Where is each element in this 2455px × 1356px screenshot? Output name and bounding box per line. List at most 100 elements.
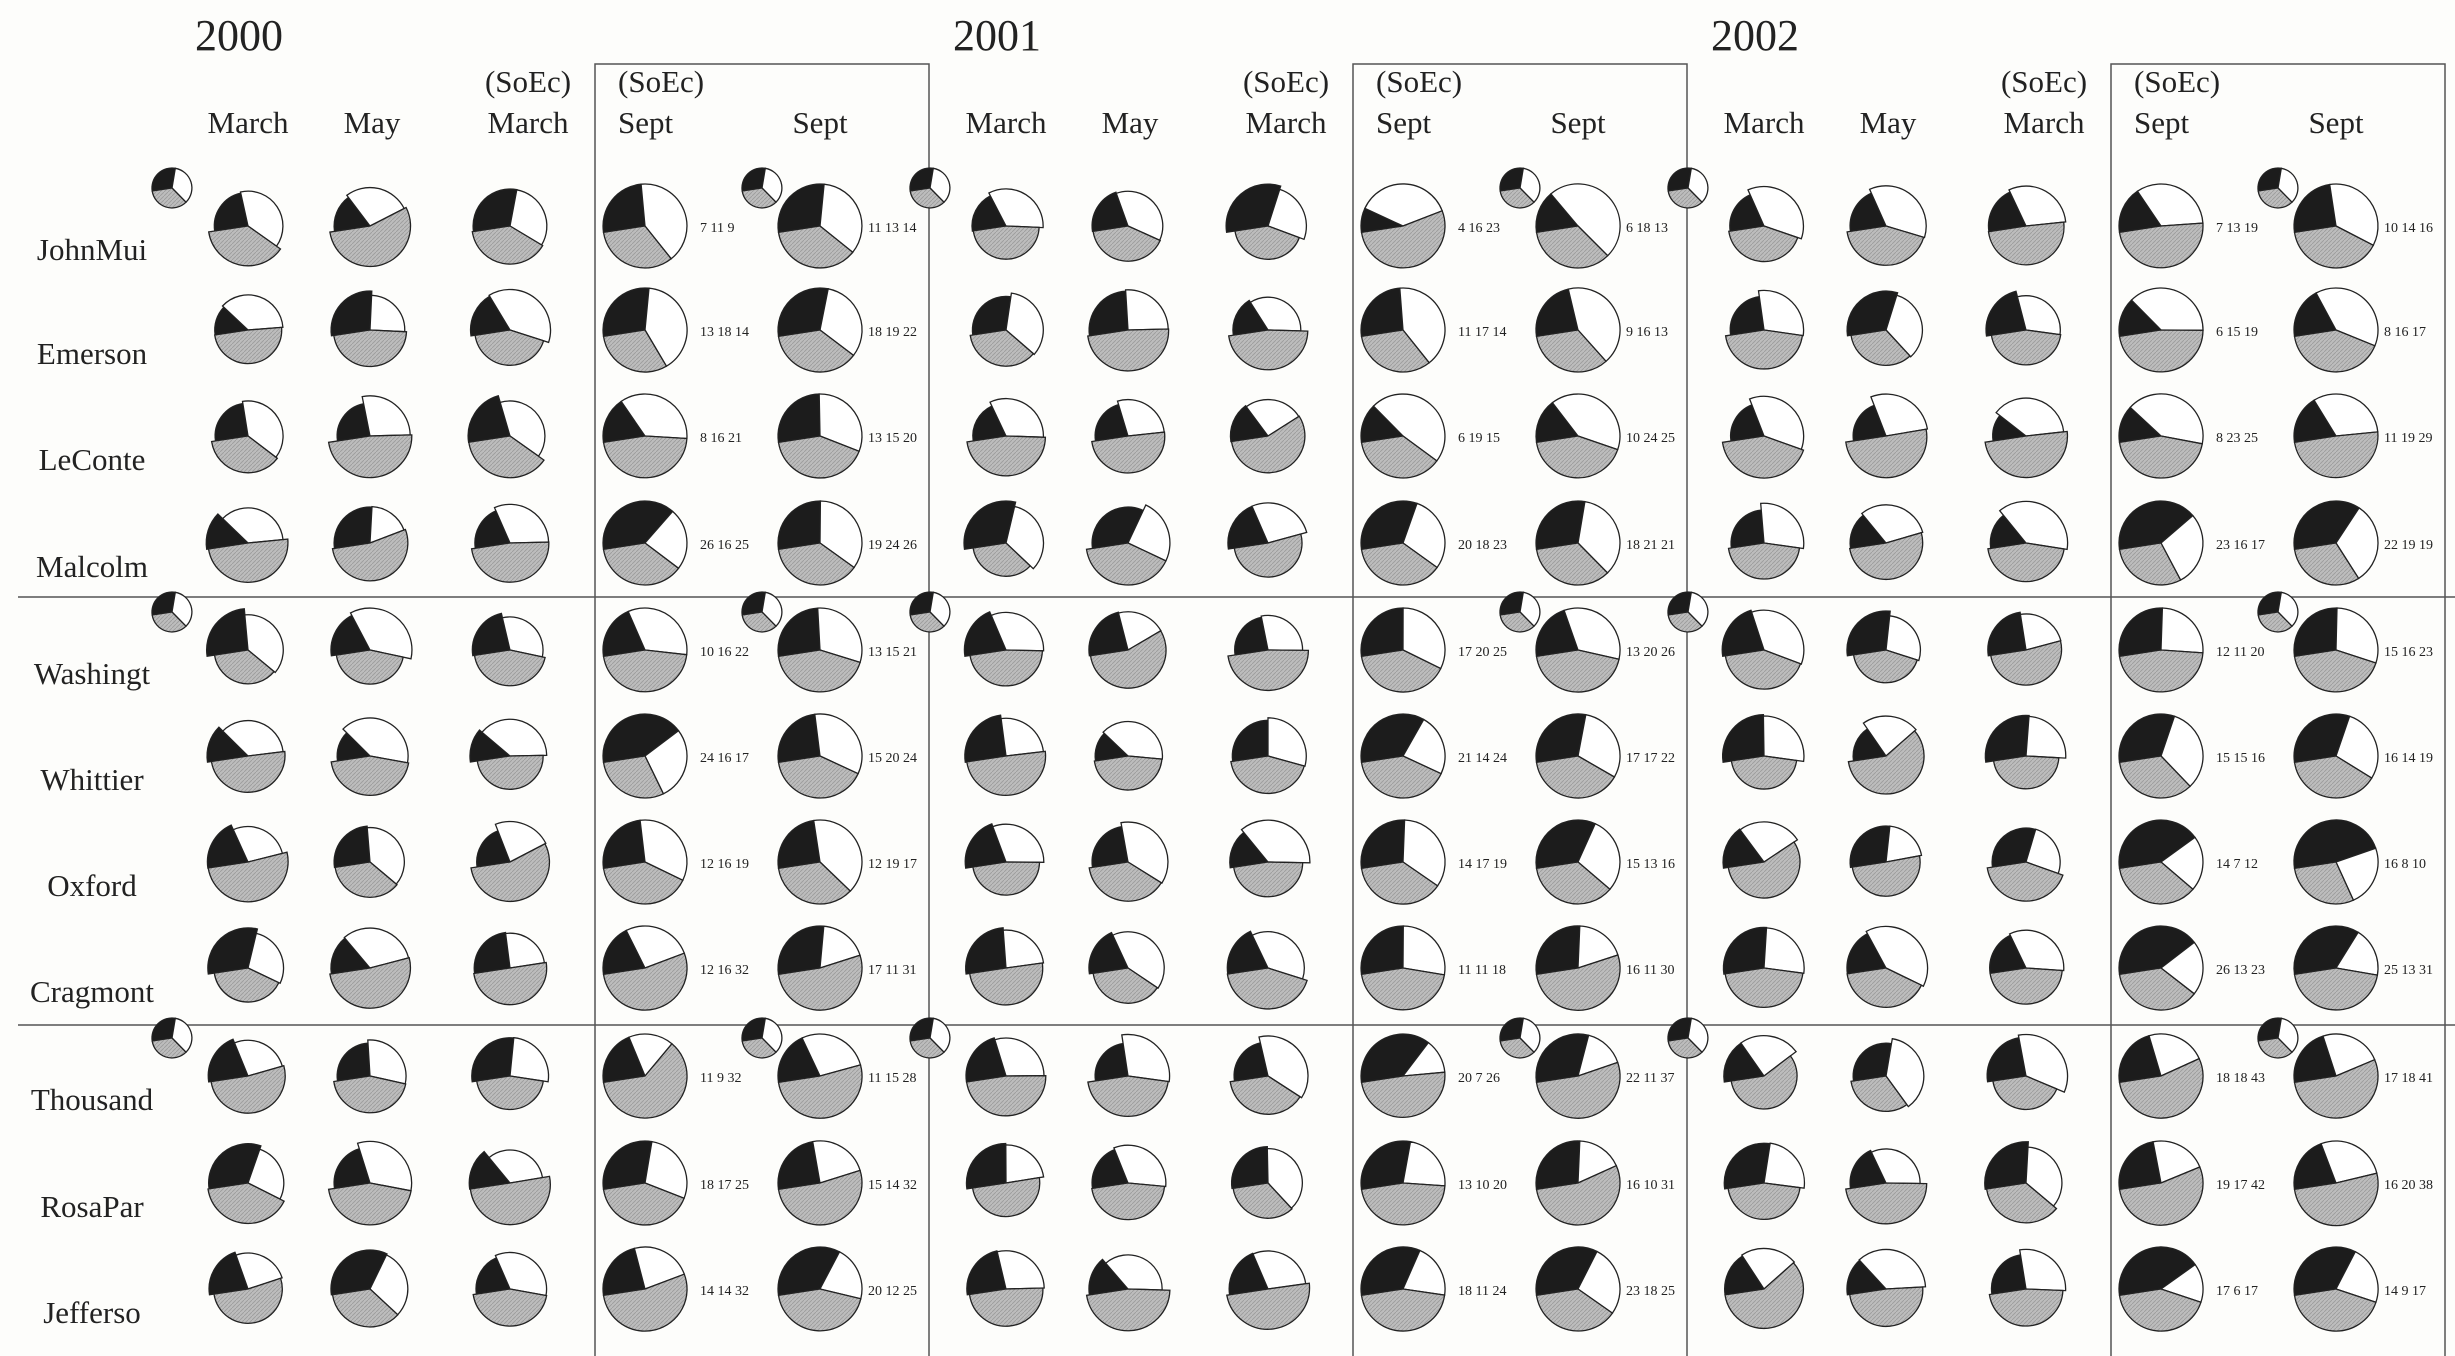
pie-slice-grey [334,861,398,898]
pie-slice-black [1986,1037,2027,1083]
pie-slice-white [504,932,546,969]
pie-value-label: 15 14 32 [868,1178,917,1193]
pie-slice-white [1577,925,1619,969]
pie-value-label: 7 13 19 [2216,221,2258,236]
pie-slice-grey [1230,415,1306,474]
pie-slice-grey [213,649,276,685]
pie-slice-black [602,713,680,764]
pie-value-label: 13 20 26 [1626,645,1675,660]
pie-slice-white [1402,1249,1446,1296]
pie-slice-black [333,825,371,869]
pie-slice-black [475,1257,511,1295]
pie-slice-grey [1535,435,1619,479]
pie-slice-white [1402,925,1446,976]
pie-value-label: 11 15 28 [868,1071,916,1086]
pie-slice-grey [1724,967,1804,1009]
row-label: JohnMui [37,232,148,267]
pie-slice-black [206,726,250,763]
pie-slice-white [2335,506,2379,580]
pie-value-label: 15 16 23 [2384,645,2433,660]
pie-slice-white [1577,1250,1621,1315]
pie-slice-grey [1727,542,1801,580]
pie-slice-white [812,819,863,893]
pie-slice-black [333,506,373,550]
pie-slice-black [1846,290,1899,337]
pie-slice-grey [966,435,1047,477]
pie-slice-white [1763,1142,1806,1189]
pie-slice-grey [1087,328,1170,372]
pie-slice-white [620,393,688,440]
pie-slice-white [233,1039,284,1077]
pie-slice-grey [2118,1166,2204,1226]
pie-slice-grey [777,225,854,269]
pie-slice-grey [1846,967,1923,1008]
pie-slice-grey [968,1287,1044,1327]
pie-slice-grey [1985,1182,2058,1224]
pie-slice-white [819,183,863,254]
pie-slice-black [2293,819,2377,870]
pie-slice-white [996,1250,1045,1290]
pie-slice-black [151,167,177,192]
pie-slice-black [1852,1042,1893,1082]
pie-slice-black [777,1140,821,1191]
column-month-label: March [966,105,1047,140]
pie-slice-black [1729,404,1765,442]
pie-slice-white [991,823,1045,863]
pie-slice-grey [2257,611,2293,633]
pie-value-label: 16 11 30 [1626,963,1674,978]
pie-value-label: 11 11 18 [1458,963,1506,978]
pie-slice-grey [602,952,688,1011]
pie-slice-white [1519,167,1541,204]
pie-slice-white [1120,821,1169,884]
pie-slice-black [1360,500,1418,551]
pie-slice-grey [602,225,673,269]
pie-value-label: 11 9 32 [700,1071,741,1086]
pie-slice-grey [2118,329,2204,373]
pie-slice-grey [1535,1164,1621,1226]
pie-slice-white [2018,1248,2067,1292]
pie-slice-white [2335,607,2379,664]
pie-slice-grey [1850,1075,1908,1112]
pie-slice-grey [777,861,852,905]
pie-slice-black [777,1246,841,1297]
pie-slice-white [2130,287,2204,331]
year-label: 2002 [1711,11,1799,60]
pie-slice-white [1519,1017,1541,1054]
pie-slice-black [2293,1142,2337,1191]
pie-slice-grey [1535,1061,1621,1119]
pie-slice-black [1721,609,1765,657]
pie-slice-black [741,167,767,192]
pie-slice-grey [473,961,548,1006]
pie-slice-black [1535,288,1579,338]
pie-slice-white [1121,1033,1171,1083]
pie-slice-grey [972,861,1041,896]
pie-slice-white [644,729,688,795]
pie-slice-grey [1234,225,1301,260]
pie-slice-grey [2293,755,2373,799]
pie-slice-white [1885,294,1924,358]
pie-slice-white [2025,828,2061,875]
pie-slice-grey [1850,329,1911,366]
pie-value-label: 20 18 23 [1458,538,1507,553]
pie-slice-black [207,927,259,975]
pie-slice-black [472,188,518,233]
pie-slice-black [1535,500,1586,551]
pie-slice-white [761,591,783,628]
pie-slice-black [2293,292,2338,338]
pie-value-label: 22 11 37 [1626,1071,1674,1086]
pie-slice-white [366,826,406,886]
pie-slice-grey [2118,649,2204,693]
pie-slice-black [602,819,646,870]
pie-slice-black [1091,825,1129,869]
pie-slice-grey [1852,649,1919,684]
pie-slice-white [2277,1017,2299,1054]
pie-slice-black [1730,509,1765,549]
pie-slice-black [1360,713,1425,764]
pie-slice-black [1535,1246,1598,1297]
pie-slice-black [214,402,249,442]
column-month-label: May [1102,105,1159,140]
pie-slice-black [965,927,1007,975]
pie-value-label: 16 10 31 [1626,1178,1675,1193]
pie-slice-grey [2293,649,2377,693]
pie-slice-white [247,1148,285,1200]
